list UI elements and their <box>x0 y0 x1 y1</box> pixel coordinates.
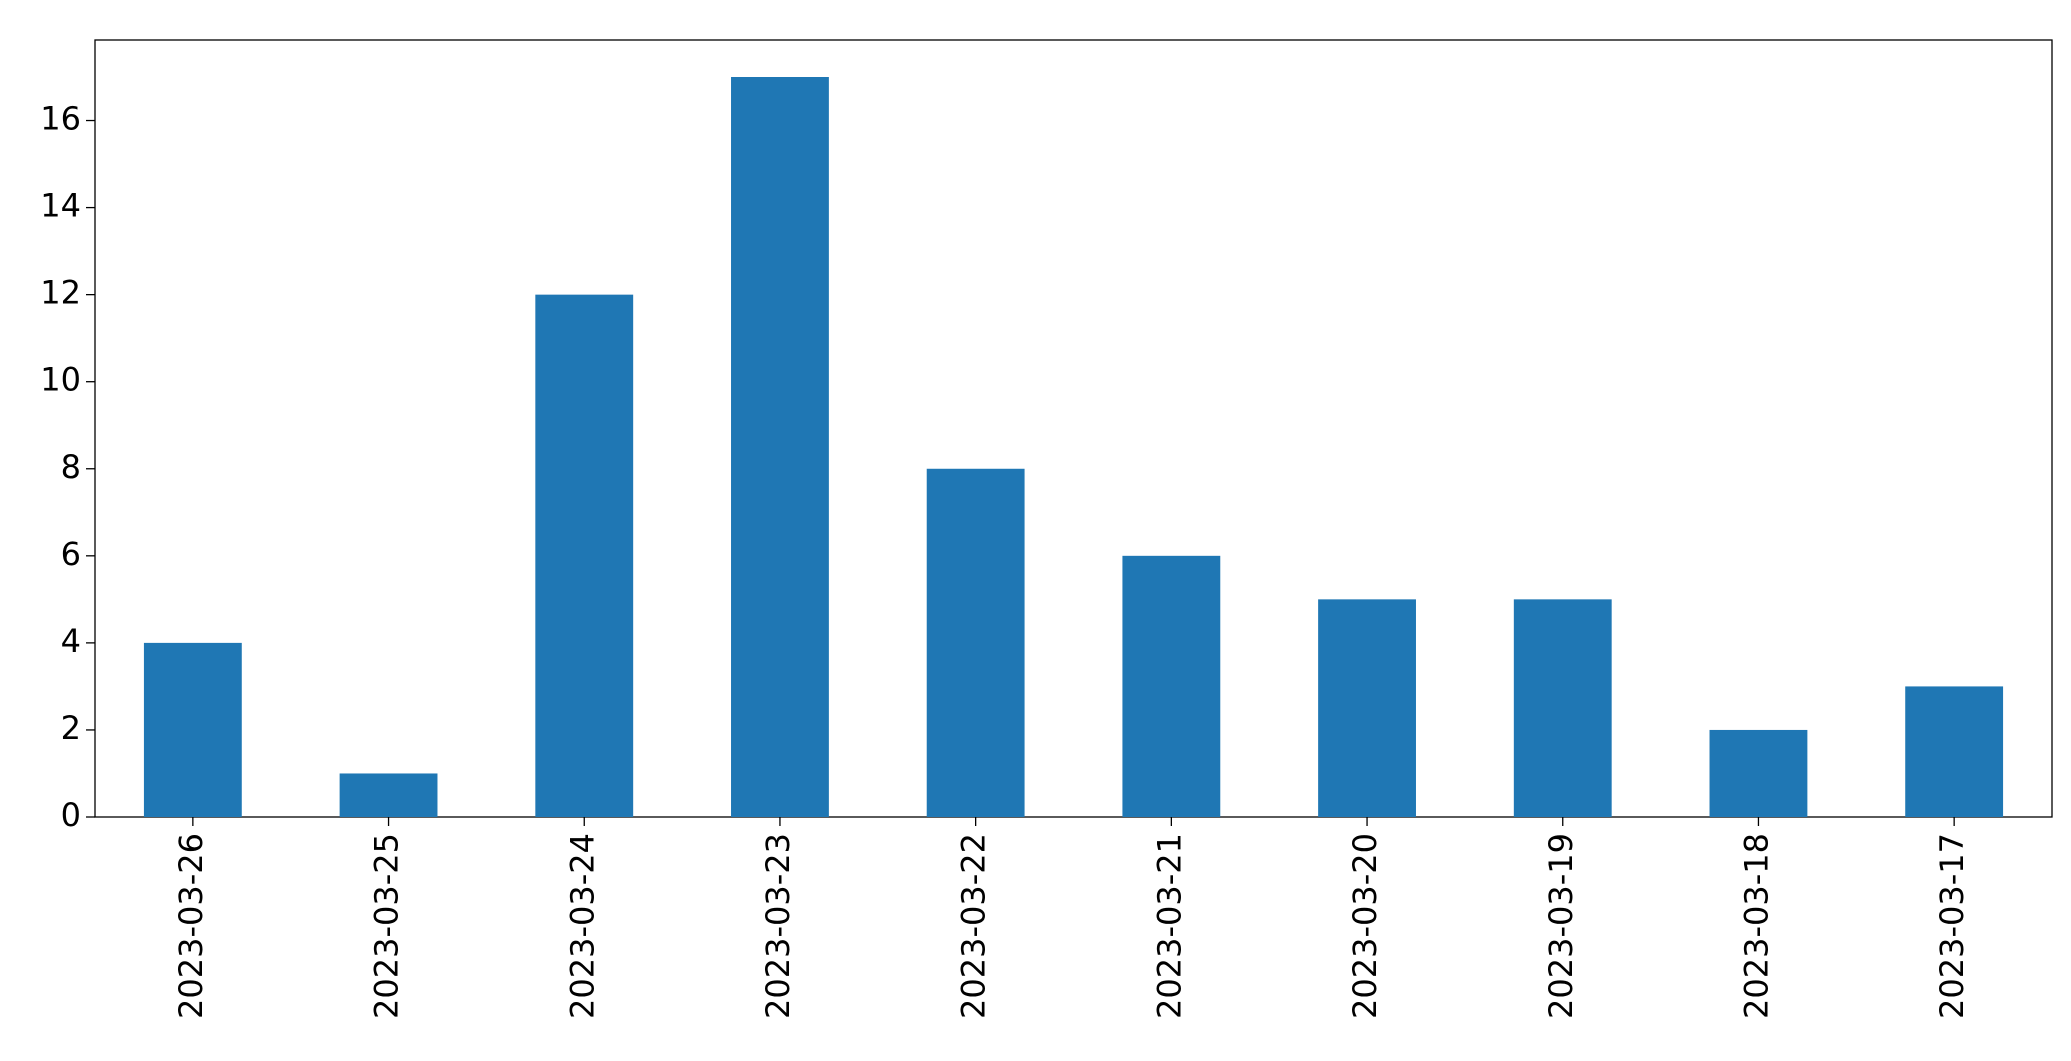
y-tick-label: 2 <box>61 709 81 747</box>
bar <box>535 294 634 817</box>
bar <box>1122 555 1221 817</box>
y-tick-label: 0 <box>61 796 81 834</box>
y-tick-label: 8 <box>61 448 81 486</box>
x-tick-label: 2023-03-21 <box>1150 833 1188 1019</box>
x-tick-label: 2023-03-18 <box>1737 833 1775 1019</box>
bar <box>339 773 438 817</box>
bar <box>1709 729 1808 817</box>
bar <box>926 468 1025 817</box>
y-tick-label: 10 <box>40 361 81 399</box>
x-tick-label: 2023-03-22 <box>955 833 993 1019</box>
bar <box>1318 599 1416 817</box>
x-tick-label: 2023-03-20 <box>1346 833 1384 1019</box>
y-tick-label: 4 <box>61 622 81 660</box>
x-tick-label: 2023-03-19 <box>1542 833 1580 1019</box>
bar <box>731 77 829 817</box>
plot-frame <box>94 39 2053 818</box>
bar <box>1513 599 1612 817</box>
x-tick-label: 2023-03-25 <box>368 833 406 1019</box>
y-tick-label: 6 <box>61 535 81 573</box>
x-tick-label: 2023-03-23 <box>759 833 797 1019</box>
x-tick-label: 2023-03-26 <box>172 833 210 1019</box>
y-tick-label: 14 <box>40 187 81 225</box>
y-tick-label: 16 <box>40 100 81 138</box>
y-tick-label: 12 <box>40 274 81 312</box>
x-tick-label: 2023-03-17 <box>1933 833 1971 1019</box>
bar <box>143 642 242 817</box>
x-tick-label: 2023-03-24 <box>563 833 601 1019</box>
bar <box>1905 686 2004 817</box>
